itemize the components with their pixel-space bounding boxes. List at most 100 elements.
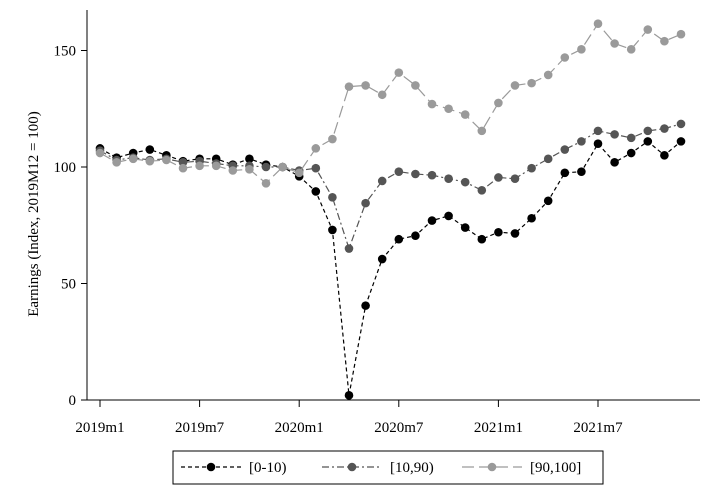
x-tick-label: 2019m7	[175, 420, 225, 436]
data-point	[593, 19, 603, 29]
data-point	[344, 391, 354, 400]
data-point	[676, 29, 686, 39]
data-point	[577, 167, 586, 176]
x-tick-label: 2021m7	[573, 420, 623, 436]
y-tick-label: 0	[69, 393, 77, 409]
data-point	[626, 133, 636, 143]
x-tick-label: 2021m1	[474, 420, 523, 436]
data-point	[394, 167, 404, 176]
legend-marker	[206, 462, 216, 472]
data-point	[377, 254, 387, 264]
data-point	[344, 82, 354, 91]
data-point	[593, 139, 603, 148]
data-point	[560, 145, 570, 154]
data-point	[278, 162, 287, 172]
data-point	[494, 173, 503, 182]
data-point	[311, 144, 321, 153]
legend-item: [0-10)	[181, 460, 287, 476]
data-point	[444, 104, 453, 114]
data-point	[560, 168, 570, 178]
legend-item: [90,100]	[462, 460, 581, 476]
data-point	[643, 137, 653, 146]
legend-marker	[347, 462, 357, 472]
series-line	[99, 140, 682, 396]
data-point	[411, 81, 420, 90]
data-point	[427, 216, 437, 225]
data-point	[477, 126, 487, 136]
legend-box	[172, 450, 604, 485]
data-point	[460, 110, 470, 119]
data-point	[394, 234, 404, 244]
data-point	[377, 90, 387, 100]
data-point	[676, 119, 686, 129]
series-2	[95, 19, 686, 188]
data-point	[510, 174, 520, 183]
data-point	[95, 148, 105, 158]
data-point	[112, 158, 121, 167]
data-point	[245, 154, 254, 164]
data-point	[427, 170, 437, 180]
data-point	[361, 198, 370, 208]
data-point	[626, 45, 636, 54]
data-point	[311, 187, 321, 196]
data-point	[427, 99, 437, 109]
data-point	[444, 174, 453, 183]
legend: [0-10) [10,90) [90,100]	[172, 450, 604, 485]
data-point	[361, 81, 370, 90]
data-point	[477, 234, 487, 244]
y-tick-label: 100	[54, 160, 77, 176]
data-point	[328, 192, 337, 202]
data-point	[643, 25, 653, 34]
data-point	[328, 225, 337, 235]
legend-label: [10,90)	[390, 460, 434, 476]
data-point	[460, 177, 470, 187]
series-line	[99, 22, 682, 185]
x-tick-label: 2020m1	[275, 420, 324, 436]
data-point	[311, 163, 321, 173]
data-point	[527, 163, 536, 173]
data-point	[211, 161, 221, 171]
data-point	[294, 168, 304, 178]
data-point	[660, 151, 669, 160]
data-point	[261, 179, 271, 188]
data-point	[494, 98, 503, 108]
data-point	[245, 165, 254, 174]
data-point	[394, 68, 404, 77]
legend-item: [10,90)	[322, 460, 434, 476]
data-point	[328, 134, 337, 144]
data-point	[361, 301, 370, 310]
legend-marker	[487, 462, 497, 472]
data-point	[477, 186, 487, 195]
data-point	[660, 124, 669, 133]
data-point	[510, 81, 520, 90]
data-point	[577, 137, 586, 146]
data-point	[543, 196, 553, 206]
data-point	[145, 145, 155, 154]
data-point	[460, 223, 470, 232]
data-point	[543, 154, 553, 164]
x-tick-label: 2019m1	[75, 420, 124, 436]
data-point	[676, 137, 686, 146]
data-point	[527, 213, 536, 223]
y-axis: 0 50 100 150	[54, 10, 88, 409]
data-point	[610, 39, 619, 48]
data-point	[344, 244, 354, 253]
data-point	[543, 70, 553, 80]
data-point	[228, 166, 238, 175]
data-point	[411, 169, 420, 179]
data-point	[261, 162, 271, 172]
y-tick-label: 50	[61, 277, 76, 293]
data-point	[178, 163, 188, 173]
x-tick-label: 2020m7	[374, 420, 424, 436]
data-point	[527, 78, 536, 88]
data-point	[128, 154, 138, 164]
data-point	[510, 229, 520, 238]
data-point	[145, 156, 155, 166]
data-point	[660, 36, 669, 46]
data-point	[610, 130, 619, 139]
data-point	[610, 158, 619, 167]
data-point	[444, 211, 453, 221]
legend-label: [90,100]	[530, 460, 581, 476]
data-point	[411, 231, 420, 241]
